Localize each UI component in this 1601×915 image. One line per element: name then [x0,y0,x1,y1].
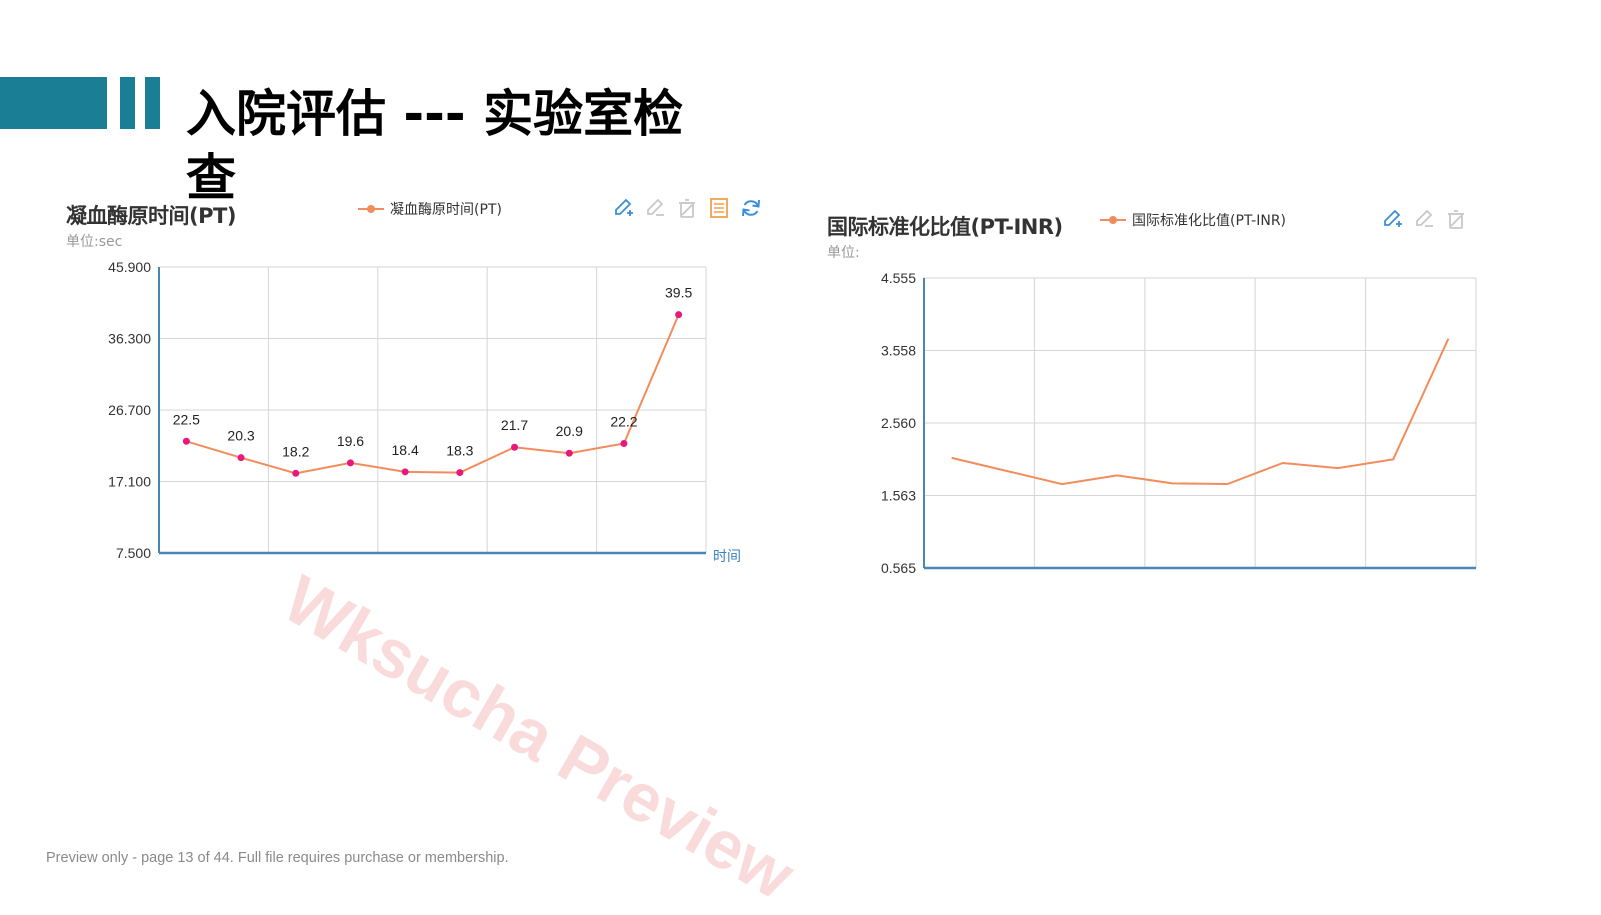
pt-legend[interactable]: 凝血酶原时间(PT) [358,199,502,219]
inr-chart-subtitle: 单位: [827,245,860,261]
pt-data-point [511,443,519,451]
header-accent-stripe-2 [145,77,160,129]
pt-y-tick-label: 45.900 [108,259,151,275]
inr-y-tick-label: 2.560 [881,415,916,431]
pt-data-label: 22.5 [173,411,200,427]
pt-data-label: 18.3 [446,443,473,459]
edit-icon[interactable] [644,197,666,219]
inr-legend-label: 国际标准化比值(PT-INR) [1132,213,1287,229]
inr-y-tick-label: 1.563 [881,488,916,504]
inr-y-tick-label: 3.558 [881,343,916,359]
pt-y-tick-label: 26.700 [108,402,151,418]
page-title: 入院评估 --- 实验室检查 [186,85,684,207]
pt-data-label: 39.5 [665,285,692,301]
inr-y-tick-label: 0.565 [881,560,916,576]
inr-toolbox [1381,208,1467,230]
pt-data-point [346,459,354,467]
pt-data-label: 20.9 [556,423,583,439]
inr-series-line [951,338,1450,486]
inr-axes [923,278,1476,570]
pt-data-label: 18.2 [282,443,309,459]
edit-icon[interactable] [1413,208,1435,230]
pt-chart-subtitle: 单位:sec [66,234,123,250]
pt-chart-title: 凝血酶原时间(PT) [66,204,236,228]
pt-data-label: 22.2 [610,414,637,430]
inr-y-axis-ticks: 4.555 3.558 2.560 1.563 0.565 [881,270,916,576]
refresh-icon[interactable] [740,197,762,219]
header-accent-stripe-1 [120,77,135,129]
pt-data-point [675,311,683,319]
pt-data-label: 18.4 [392,442,419,458]
inr-chart-title: 国际标准化比值(PT-INR) [827,215,1063,239]
pt-grid [159,266,707,553]
inr-legend-marker-icon [1100,216,1126,224]
pt-data-point [182,437,190,445]
data-view-icon[interactable] [708,197,730,219]
footer-note: Preview only - page 13 of 44. Full file … [46,850,509,866]
pt-legend-label: 凝血酶原时间(PT) [390,202,502,218]
edit-add-icon[interactable] [1381,208,1403,230]
pt-data-point [565,449,573,457]
pt-y-tick-label: 17.100 [108,474,151,490]
pt-data-label: 20.3 [227,428,254,444]
inr-grid [924,277,1477,568]
pt-data-label: 19.6 [337,433,364,449]
pt-data-point [237,454,245,462]
pt-x-axis-name: 时间 [713,548,741,564]
inr-series [951,338,1450,486]
pt-data-point [456,469,464,477]
pt-y-tick-label: 36.300 [108,331,151,347]
edit-add-icon[interactable] [612,197,634,219]
inr-legend[interactable]: 国际标准化比值(PT-INR) [1100,210,1286,230]
pt-legend-marker-icon [358,205,384,213]
header-accent-bar [0,77,107,129]
pt-data-point [401,468,409,476]
pt-series-line [186,314,680,475]
pt-series: 22.5 20.3 18.2 19.6 18.4 18.3 21.7 20.9 22.2 39.5 [173,285,692,477]
pt-data-point [620,440,628,448]
pt-axes [158,267,706,555]
clear-icon[interactable] [676,197,698,219]
pt-data-point [292,469,300,477]
pt-y-axis-ticks: 45.900 36.300 26.700 17.100 7.500 [108,259,151,561]
pt-data-label: 21.7 [501,417,528,433]
pt-y-tick-label: 7.500 [116,545,151,561]
clear-icon[interactable] [1445,208,1467,230]
inr-y-tick-label: 4.555 [881,270,916,286]
pt-toolbox [612,197,762,219]
